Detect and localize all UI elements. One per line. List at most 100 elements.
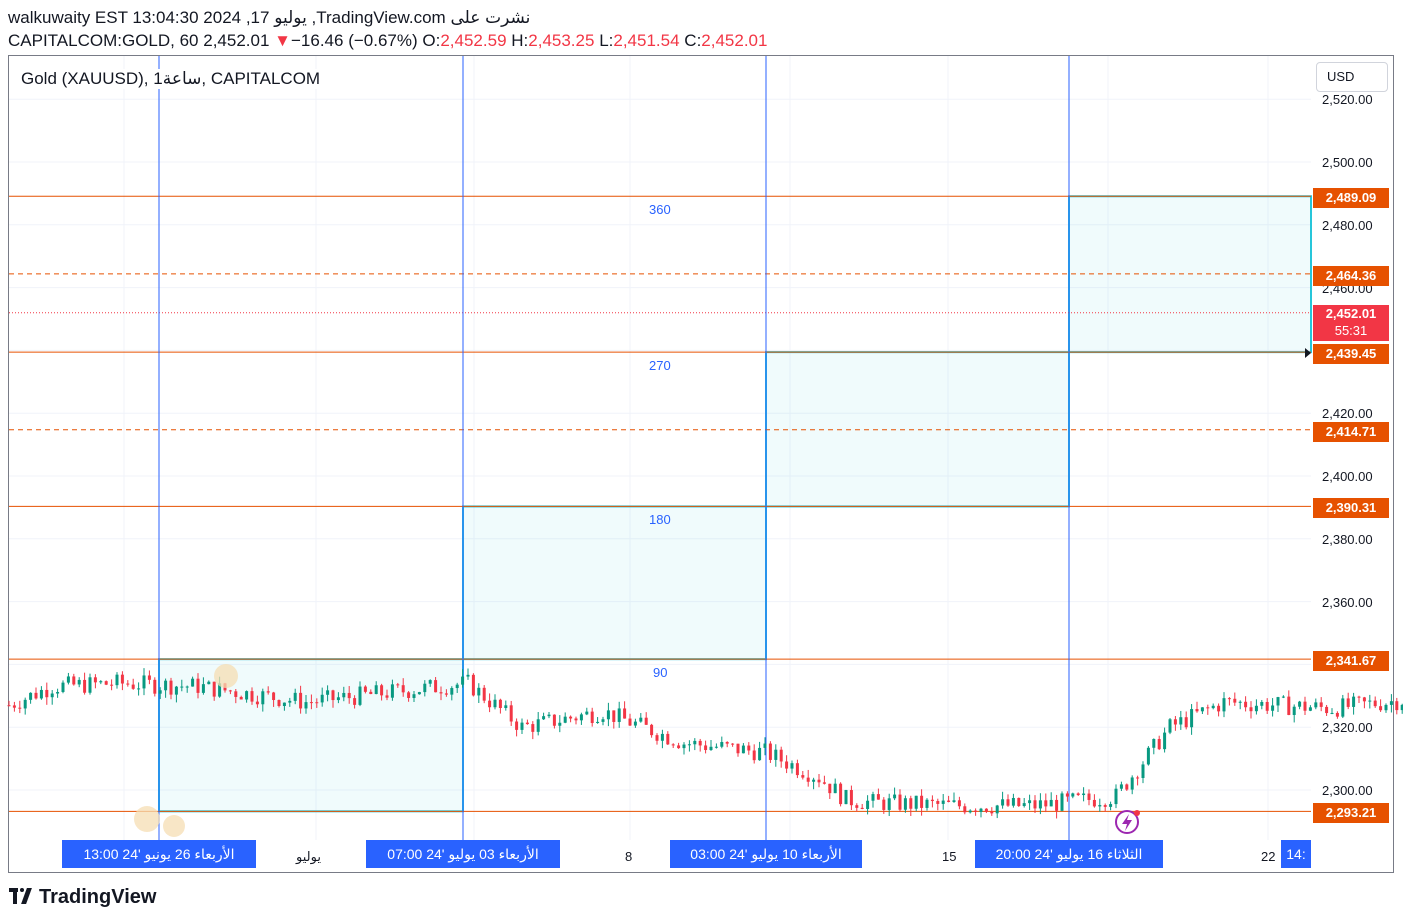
candle-body bbox=[655, 735, 659, 741]
candle-body bbox=[1265, 701, 1269, 711]
candle-body bbox=[191, 678, 195, 687]
candle-body bbox=[979, 808, 983, 812]
candle-body bbox=[660, 733, 664, 741]
candle-body bbox=[380, 685, 384, 696]
symbol-ohlc-row: CAPITALCOM:GOLD, 60 2,452.01 ▼−16.46 (−0… bbox=[8, 31, 767, 51]
candle-body bbox=[984, 808, 988, 812]
candle-body bbox=[714, 746, 718, 748]
candle-body bbox=[272, 692, 276, 701]
currency-button[interactable]: USD bbox=[1316, 62, 1388, 92]
candle-body bbox=[1298, 701, 1302, 707]
candle-body bbox=[1314, 702, 1318, 708]
candle-body bbox=[277, 700, 281, 707]
candle-body bbox=[461, 676, 465, 685]
candle-body bbox=[18, 707, 22, 709]
candle-body bbox=[88, 677, 92, 693]
candle-body bbox=[579, 714, 583, 721]
candle-body bbox=[1195, 709, 1199, 712]
candle-body bbox=[1303, 701, 1307, 711]
candle-body bbox=[677, 745, 681, 749]
candle-body bbox=[525, 722, 529, 725]
candle-body bbox=[1076, 793, 1080, 796]
candle-body bbox=[169, 680, 173, 695]
candle-body bbox=[153, 679, 157, 694]
candle-body bbox=[876, 794, 880, 800]
candle-body bbox=[1022, 803, 1026, 807]
degree-label-360: 360 bbox=[649, 202, 671, 217]
candle-body bbox=[828, 783, 832, 794]
candle-body bbox=[1287, 696, 1291, 715]
candle-body bbox=[817, 779, 821, 783]
candle-body bbox=[250, 691, 254, 702]
candle-body bbox=[255, 701, 259, 705]
candle-body bbox=[1281, 696, 1285, 698]
candle-body bbox=[1384, 704, 1388, 711]
candle-body bbox=[228, 690, 232, 692]
close-label: C: bbox=[684, 31, 702, 50]
candle-body bbox=[747, 745, 751, 751]
candle-body bbox=[682, 744, 686, 749]
candle-body bbox=[207, 681, 211, 685]
candle-body bbox=[1049, 799, 1053, 807]
candle-body bbox=[790, 763, 794, 769]
candle-body bbox=[1352, 696, 1356, 707]
candle-body bbox=[1362, 697, 1366, 702]
candle-body bbox=[1184, 717, 1188, 728]
candle-body bbox=[671, 744, 675, 746]
candle-body bbox=[536, 719, 540, 732]
tradingview-logo[interactable]: TradingView bbox=[9, 886, 156, 909]
candle-body bbox=[903, 798, 907, 810]
candle-body bbox=[1222, 698, 1226, 712]
candle-body bbox=[390, 684, 394, 698]
candle-body bbox=[628, 718, 632, 726]
candle-body bbox=[1395, 701, 1399, 711]
candle-body bbox=[428, 680, 432, 684]
candle-body bbox=[650, 724, 654, 736]
candle-body bbox=[115, 674, 119, 686]
price-tag-2390: 2,390.31 bbox=[1313, 498, 1389, 518]
candle-body bbox=[185, 686, 189, 688]
low-label: L: bbox=[599, 31, 614, 50]
candle-body bbox=[563, 716, 567, 723]
y-tick: 2,320.00 bbox=[1322, 720, 1373, 735]
candle-body bbox=[218, 683, 222, 697]
degree-label-270: 270 bbox=[649, 358, 671, 373]
candle-body bbox=[164, 680, 168, 691]
candle-body bbox=[520, 722, 524, 730]
candle-body bbox=[396, 684, 400, 686]
candle-body bbox=[239, 696, 243, 700]
symbol-name: CAPITALCOM:GOLD, 60 bbox=[8, 31, 199, 50]
touch-marker bbox=[214, 664, 238, 688]
candle-body bbox=[1173, 719, 1177, 725]
candle-body bbox=[1244, 701, 1248, 708]
candle-body bbox=[1233, 698, 1237, 703]
degree-label-90: 90 bbox=[653, 665, 668, 680]
candle-body bbox=[201, 684, 205, 693]
candle-body bbox=[1206, 707, 1210, 709]
candle-body bbox=[569, 716, 573, 719]
y-tick: 2,420.00 bbox=[1322, 406, 1373, 421]
lightning-icon[interactable] bbox=[1115, 810, 1140, 834]
candle-body bbox=[731, 743, 735, 745]
candle-body bbox=[914, 795, 918, 809]
candle-body bbox=[1017, 797, 1021, 807]
candle-body bbox=[957, 800, 961, 807]
candle-body bbox=[142, 675, 146, 689]
candle-body bbox=[353, 698, 357, 705]
price-tag-2439: 2,439.45 bbox=[1313, 344, 1389, 364]
candle-body bbox=[947, 800, 951, 802]
candle-body bbox=[1249, 707, 1253, 712]
candle-body bbox=[1335, 712, 1339, 717]
candle-body bbox=[1163, 732, 1167, 750]
candle-body bbox=[12, 705, 16, 708]
candle-body bbox=[407, 692, 411, 698]
candle-body bbox=[39, 689, 43, 699]
x-tick-22: 22 bbox=[1261, 849, 1276, 864]
candle-body bbox=[1400, 704, 1403, 711]
candle-body bbox=[439, 692, 443, 694]
candle-body bbox=[1103, 805, 1107, 807]
candle-body bbox=[493, 699, 497, 708]
candle-body bbox=[968, 810, 972, 813]
close-value: 2,452.01 bbox=[701, 31, 768, 50]
